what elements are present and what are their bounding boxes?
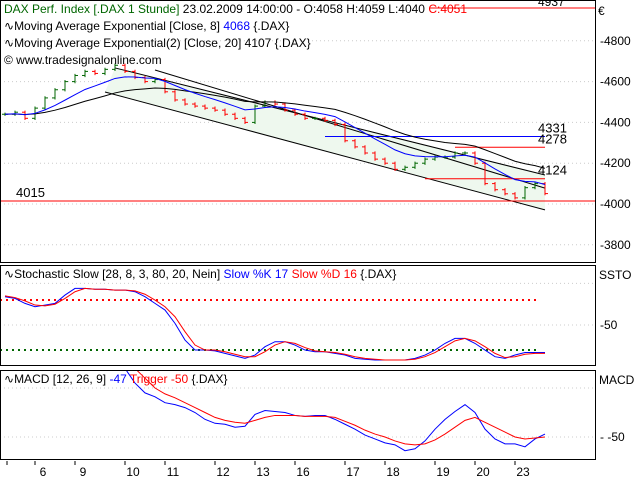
price-tick-label: -3800 xyxy=(600,238,631,252)
currency-label: € xyxy=(598,4,605,18)
level-label: 4331 xyxy=(538,120,567,135)
x-tick-label: 12 xyxy=(216,465,230,479)
stoch-tick-label: -50 xyxy=(600,318,618,332)
panel-frame-2 xyxy=(0,370,596,460)
stoch-d-line xyxy=(4,287,545,361)
x-tick-label: 23 xyxy=(516,465,530,479)
x-tick-label: 17 xyxy=(346,465,360,479)
level-4937-label: 4937 xyxy=(538,0,565,9)
x-tick-label: 13 xyxy=(256,465,270,479)
x-tick-label: 16 xyxy=(296,465,310,479)
level-label: 4278 xyxy=(538,131,567,146)
ema20-line xyxy=(4,87,546,169)
ohlc-readout: 23.02.2009 14:00:00 - O:4058 H:4059 L:40… xyxy=(182,2,425,16)
stoch-plot xyxy=(1,282,595,361)
trigger-line xyxy=(136,371,546,446)
trendline xyxy=(114,67,546,176)
x-tick-label: 6 xyxy=(40,465,47,479)
macd-legend: ∿MACD [12, 26, 9] -47 Trigger -50 {.DAX} xyxy=(4,372,228,386)
panel-frame-1 xyxy=(0,265,596,366)
trendline xyxy=(104,91,546,211)
stoch-axis-label: SSTO xyxy=(599,268,631,282)
trendline xyxy=(154,69,546,189)
channel-fill xyxy=(105,67,545,210)
x-tick-label: 10 xyxy=(126,465,140,479)
close-readout: C:4051 xyxy=(428,2,468,16)
macd-tick-label: - -50 xyxy=(600,430,625,444)
price-tick-label: -4200 xyxy=(600,156,631,170)
x-tick-label: 9 xyxy=(80,465,87,479)
level-label: 4124 xyxy=(538,163,567,178)
stoch-legend: ∿Stochastic Slow [28, 8, 3, 80, 20, Nein… xyxy=(4,267,397,281)
macd-plot xyxy=(1,371,595,452)
x-tick-label: 11 xyxy=(167,465,180,479)
ema8-legend: ∿Moving Average Exponential [Close, 8] 4… xyxy=(4,19,290,33)
copyright: © www.tradesignalonline.com xyxy=(4,53,162,67)
price-tick-label: -4400 xyxy=(600,115,631,129)
x-tick-label: 19 xyxy=(436,465,450,479)
price-tick-label: -4600 xyxy=(600,75,631,89)
price-tick-label: -4000 xyxy=(600,197,631,211)
panel-frame-0 xyxy=(0,0,596,263)
macd-line xyxy=(126,371,546,452)
x-tick-label: 18 xyxy=(386,465,400,479)
main-legend: DAX Perf. Index [.DAX 1 Stunde] 23.02.20… xyxy=(4,2,467,16)
level-label: 4015 xyxy=(16,185,45,200)
ema8-line xyxy=(4,76,546,185)
ema20-legend: ∿Moving Average Exponential(2) [Close, 2… xyxy=(4,36,311,50)
price-tick-label: -4800 xyxy=(600,34,631,48)
macd-axis-label: MACD xyxy=(599,373,635,387)
instrument-name: DAX Perf. Index [.DAX 1 Stunde] xyxy=(4,2,180,16)
x-tick-label: 20 xyxy=(476,465,490,479)
